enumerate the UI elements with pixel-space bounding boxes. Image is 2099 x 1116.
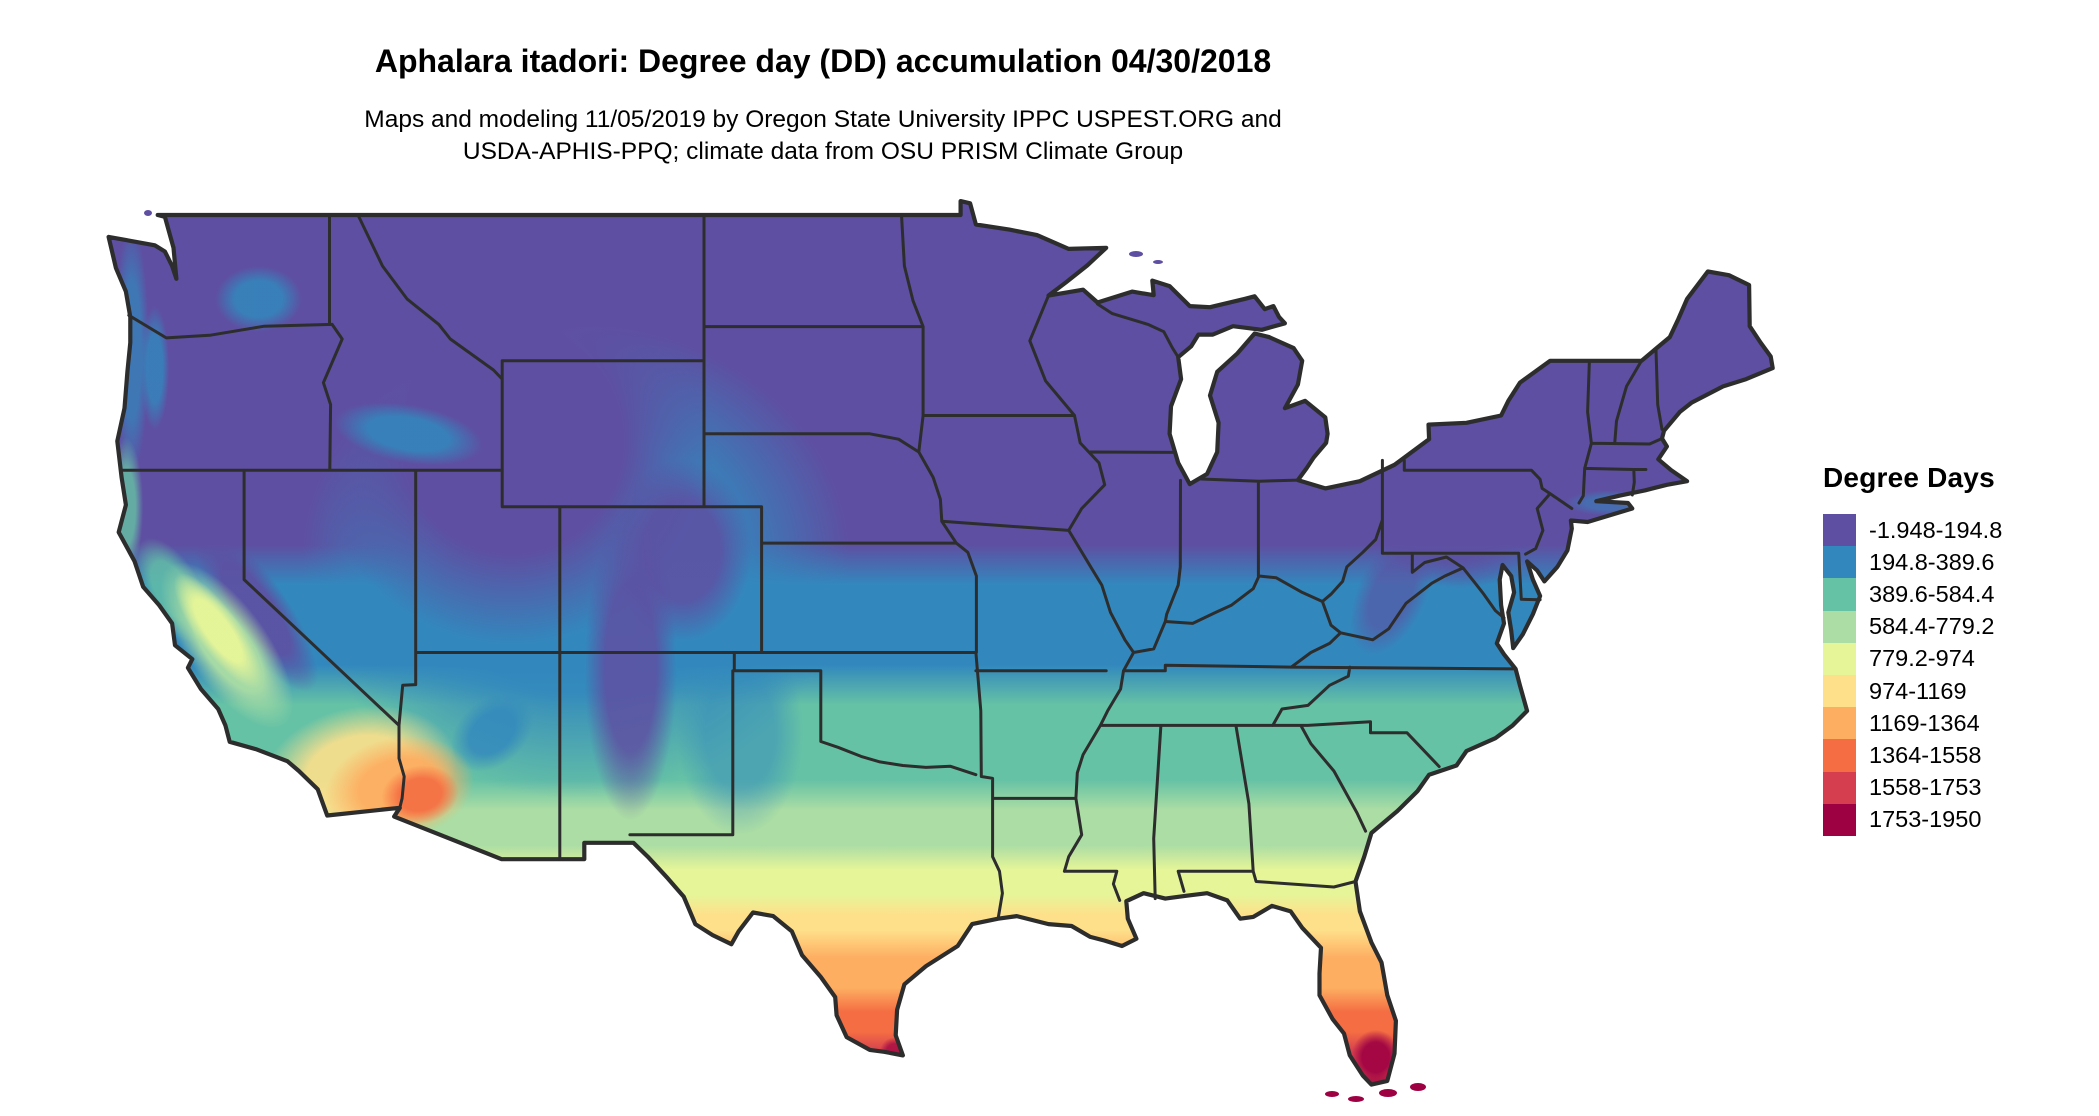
legend-swatch bbox=[1823, 707, 1856, 740]
legend-swatch bbox=[1823, 642, 1856, 675]
legend-item-label: -1.948-194.8 bbox=[1869, 516, 2003, 543]
legend-item-label: 1558-1753 bbox=[1869, 774, 1982, 801]
legend-item: 389.6-584.4 bbox=[1823, 578, 2002, 611]
legend-item-label: 389.6-584.4 bbox=[1869, 580, 1995, 607]
legend-item-label: 1169-1364 bbox=[1869, 709, 1980, 736]
legend-item: 194.8-389.6 bbox=[1823, 546, 2002, 579]
header: Aphalara itadori: Degree day (DD) accumu… bbox=[0, 44, 1646, 168]
legend-item: -1.948-194.8 bbox=[1823, 514, 2003, 547]
legend-swatch bbox=[1823, 578, 1856, 611]
legend-swatch bbox=[1823, 514, 1856, 547]
legend-item: 1558-1753 bbox=[1823, 771, 2002, 804]
legend-item: 779.2-974 bbox=[1823, 642, 2002, 675]
legend: Degree Days -1.948-194.8 194.8-389.6 389.6… bbox=[1823, 462, 2002, 836]
legend-swatch bbox=[1823, 803, 1856, 836]
map-subtitle: Maps and modeling 11/05/2019 by Oregon S… bbox=[0, 104, 1646, 168]
legend-item-label: 779.2-974 bbox=[1869, 645, 1975, 672]
legend-swatch bbox=[1823, 610, 1856, 643]
legend-item-label: 584.4-779.2 bbox=[1869, 613, 1995, 640]
legend-item: 1753-1950 bbox=[1823, 803, 2002, 836]
map-title: Aphalara itadori: Degree day (DD) accumu… bbox=[374, 43, 1272, 79]
legend-item-label: 194.8-389.6 bbox=[1869, 548, 1995, 575]
subtitle-line-2: USDA-APHIS-PPQ; climate data from OSU PR… bbox=[462, 138, 1184, 165]
legend-swatch bbox=[1823, 546, 1856, 579]
legend-swatch bbox=[1823, 739, 1856, 772]
legend-item-label: 974-1169 bbox=[1869, 677, 1967, 704]
legend-item: 1364-1558 bbox=[1823, 739, 2002, 772]
legend-swatch bbox=[1823, 771, 1856, 804]
legend-swatch bbox=[1823, 674, 1856, 708]
legend-item: 1169-1364 bbox=[1823, 707, 2002, 740]
legend-item-label: 1753-1950 bbox=[1869, 806, 1982, 833]
subtitle-line-1: Maps and modeling 11/05/2019 by Oregon S… bbox=[364, 106, 1282, 133]
legend-item: 584.4-779.2 bbox=[1823, 610, 2002, 643]
legend-title: Degree Days bbox=[1823, 462, 1995, 493]
legend-item-label: 1364-1558 bbox=[1869, 741, 1982, 768]
legend-item: 974-1169 bbox=[1823, 674, 2002, 708]
legend-items: -1.948-194.8 194.8-389.6 389.6-584.4 584.4-… bbox=[1823, 514, 2002, 836]
